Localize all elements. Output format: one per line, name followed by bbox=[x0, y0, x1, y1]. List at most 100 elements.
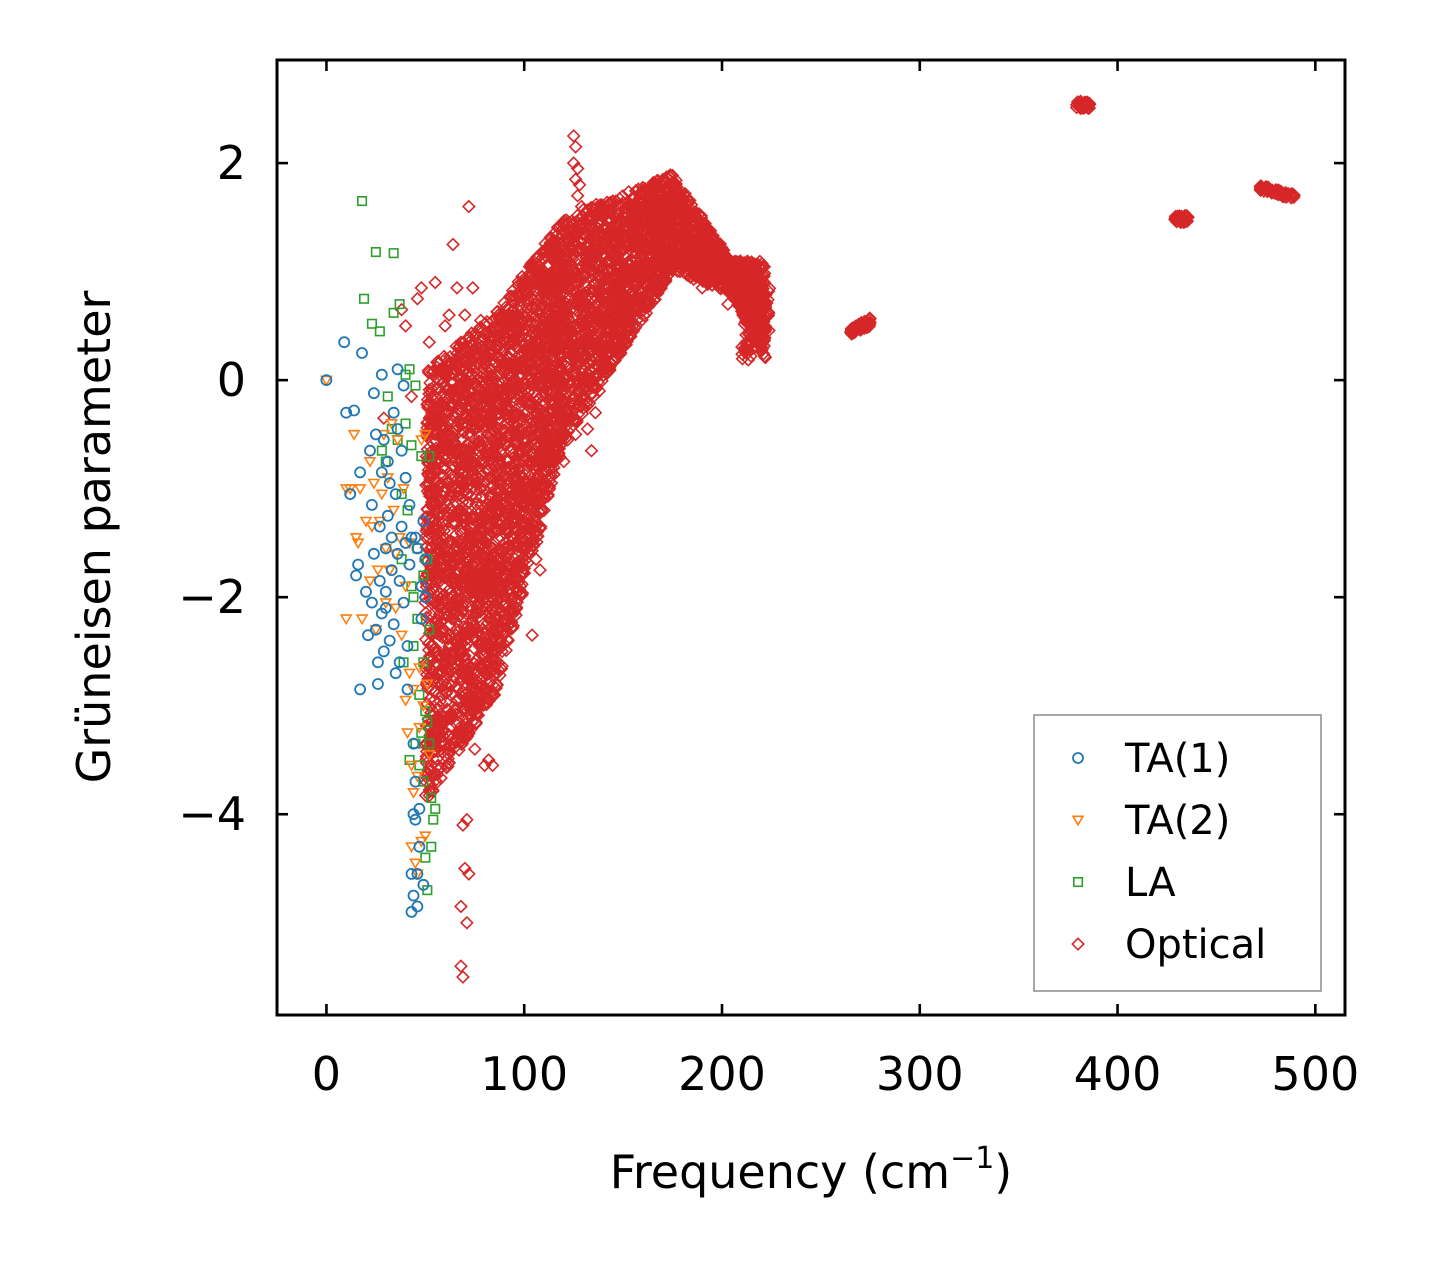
data-point-optical bbox=[527, 477, 541, 492]
data-point-optical bbox=[461, 496, 476, 510]
data-point-optical bbox=[620, 315, 634, 330]
data-point-optical bbox=[472, 511, 487, 526]
data-point-optical bbox=[432, 699, 447, 714]
data-point-optical bbox=[422, 782, 437, 797]
data-point-optical bbox=[532, 430, 547, 444]
data-point-optical bbox=[542, 437, 556, 452]
data-point-optical bbox=[449, 680, 464, 695]
data-point-optical bbox=[514, 408, 528, 423]
data-point-optical bbox=[693, 220, 708, 234]
data-point-optical bbox=[540, 376, 555, 391]
data-point-optical bbox=[552, 358, 567, 373]
data-point-optical bbox=[514, 547, 529, 562]
data-point-optical bbox=[558, 322, 572, 337]
data-point-optical bbox=[453, 735, 468, 749]
data-point-optical bbox=[468, 582, 482, 596]
data-point-optical bbox=[435, 589, 450, 604]
data-point-optical bbox=[467, 630, 482, 645]
data-point-optical bbox=[616, 276, 630, 290]
data-point-optical bbox=[546, 412, 560, 427]
data-point-optical bbox=[584, 325, 599, 339]
data-point-optical bbox=[535, 434, 550, 449]
data-point-optical bbox=[495, 497, 510, 512]
data-point-optical bbox=[490, 677, 504, 692]
data-point-optical bbox=[457, 634, 472, 649]
data-point-optical bbox=[437, 434, 452, 449]
data-point-optical bbox=[456, 508, 471, 522]
data-point-optical bbox=[422, 572, 436, 587]
data-point-optical bbox=[492, 482, 507, 497]
data-point-optical bbox=[456, 354, 471, 369]
data-point-optical bbox=[472, 418, 487, 433]
data-point-optical bbox=[617, 272, 632, 287]
data-points bbox=[320, 94, 1302, 984]
data-point-optical bbox=[679, 220, 694, 235]
data-point-optical bbox=[548, 336, 563, 350]
data-point-optical bbox=[429, 574, 444, 589]
data-point-optical bbox=[462, 331, 477, 345]
data-point-optical bbox=[421, 643, 436, 657]
data-point-optical bbox=[535, 478, 550, 493]
data-point-optical bbox=[601, 224, 616, 239]
data-point-optical bbox=[452, 609, 467, 624]
data-point-optical bbox=[537, 377, 552, 392]
data-point-optical bbox=[527, 338, 542, 353]
data-point-optical bbox=[424, 731, 439, 746]
data-point-optical bbox=[602, 328, 617, 343]
data-point-optical bbox=[546, 327, 561, 341]
data-point-optical bbox=[457, 669, 471, 684]
data-point-optical bbox=[458, 703, 473, 717]
data-point-optical bbox=[473, 402, 488, 417]
data-point-optical bbox=[495, 579, 510, 594]
data-point-optical bbox=[617, 235, 631, 250]
data-point-optical bbox=[612, 191, 627, 206]
data-point-optical bbox=[476, 532, 491, 547]
data-point-optical bbox=[465, 520, 480, 535]
data-point-optical bbox=[503, 572, 518, 587]
data-point-optical bbox=[518, 489, 533, 504]
data-point-optical bbox=[488, 460, 503, 475]
data-point-optical bbox=[606, 225, 621, 240]
data-point-optical bbox=[451, 595, 466, 609]
data-point-optical bbox=[438, 631, 453, 646]
data-point-optical bbox=[617, 206, 632, 221]
data-point-optical bbox=[490, 566, 504, 581]
data-point-optical bbox=[559, 419, 574, 433]
data-point-optical bbox=[682, 193, 697, 208]
data-point-optical bbox=[439, 663, 454, 677]
data-point-optical bbox=[506, 506, 521, 520]
data-point-optical bbox=[496, 356, 511, 371]
data-point-optical bbox=[539, 359, 553, 374]
data-point-optical bbox=[481, 638, 495, 652]
data-point-optical bbox=[561, 271, 576, 285]
data-point-optical bbox=[624, 253, 639, 268]
data-point-optical bbox=[572, 343, 587, 358]
data-point-optical bbox=[623, 258, 638, 272]
data-point-optical bbox=[582, 303, 597, 318]
data-point-optical bbox=[441, 416, 456, 430]
data-point-optical bbox=[568, 323, 583, 338]
data-point-optical bbox=[473, 384, 487, 398]
data-point-optical bbox=[424, 728, 439, 743]
data-point-optical bbox=[615, 225, 630, 239]
data-point-optical bbox=[579, 280, 594, 294]
data-point-optical bbox=[565, 345, 580, 360]
data-point-optical bbox=[639, 277, 654, 292]
data-point-optical bbox=[451, 413, 466, 428]
data-point-optical bbox=[603, 355, 618, 370]
data-point-optical bbox=[477, 456, 492, 471]
data-point-optical bbox=[517, 467, 532, 482]
data-point-optical bbox=[493, 625, 508, 640]
data-point-optical bbox=[651, 268, 666, 282]
data-point-optical bbox=[488, 354, 503, 369]
data-point-optical bbox=[525, 422, 540, 437]
data-point-optical bbox=[624, 261, 639, 276]
data-point-optical bbox=[498, 496, 513, 510]
data-point-optical bbox=[666, 230, 681, 245]
data-point-optical bbox=[620, 334, 635, 349]
data-point-optical bbox=[504, 430, 519, 445]
data-point-optical bbox=[488, 642, 503, 657]
data-point-optical bbox=[525, 396, 539, 411]
data-point-optical bbox=[423, 445, 438, 459]
data-point-optical bbox=[649, 174, 664, 189]
